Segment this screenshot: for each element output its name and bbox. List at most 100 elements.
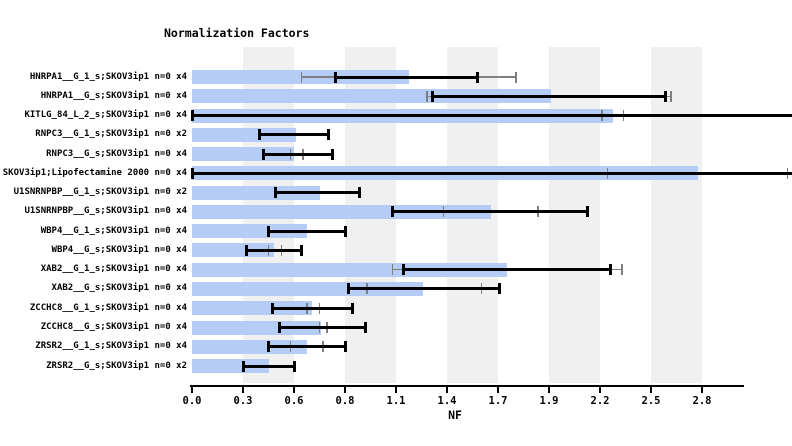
x-axis-tick-label: 2.5 bbox=[641, 395, 661, 407]
error-bar-primary-cap bbox=[277, 322, 281, 333]
bar bbox=[192, 70, 409, 84]
error-bar-primary-cap bbox=[498, 283, 502, 295]
x-axis-line bbox=[190, 385, 744, 387]
error-bar-primary-cap bbox=[401, 264, 405, 276]
x-axis-tick bbox=[395, 386, 397, 393]
error-bar-primary-cap bbox=[267, 341, 270, 353]
error-bar-primary-line bbox=[268, 229, 345, 233]
x-axis-tick bbox=[191, 386, 193, 393]
y-axis-label: XAB2__G_1_s;SKOV3ip1 n=0 x4 bbox=[40, 264, 187, 275]
error-bar-primary-cap bbox=[261, 148, 265, 160]
error-bar-primary-line bbox=[243, 364, 294, 368]
error-bar-primary-cap bbox=[334, 71, 338, 83]
error-bar-primary-line bbox=[259, 133, 329, 137]
y-axis-label: WBP4__G_s;SKOV3ip1 n=0 x4 bbox=[51, 244, 187, 255]
error-bar-primary-cap bbox=[343, 341, 347, 353]
x-axis-tick-label: 1.9 bbox=[539, 395, 559, 407]
error-bar-primary-cap bbox=[270, 302, 274, 314]
error-bar-primary-line bbox=[272, 306, 353, 310]
error-bar-primary-cap bbox=[190, 167, 194, 179]
x-axis-tick bbox=[650, 386, 652, 393]
bar bbox=[192, 301, 313, 316]
bar bbox=[192, 89, 551, 104]
error-bar-primary-line bbox=[403, 268, 611, 272]
error-bar-primary-cap bbox=[430, 90, 434, 102]
x-axis-tick-label: 0.0 bbox=[182, 395, 202, 407]
x-axis-tick bbox=[497, 386, 499, 393]
error-bar-primary-line bbox=[192, 171, 792, 175]
error-bar-secondary-cap bbox=[391, 264, 394, 276]
error-bar-primary-line bbox=[348, 287, 500, 291]
x-axis-tick bbox=[548, 386, 550, 393]
error-bar-primary-cap bbox=[390, 206, 394, 218]
y-axis-label: XAB2__G_s;SKOV3ip1 n=0 x4 bbox=[51, 283, 187, 294]
y-axis-label: ZRSR2__G_1_s;SKOV3ip1 n=0 x4 bbox=[35, 341, 187, 352]
error-bar-primary-line bbox=[275, 191, 360, 195]
error-bar-primary-cap bbox=[343, 225, 347, 237]
error-bar-secondary-cap bbox=[426, 90, 428, 102]
x-axis-tick-label: 1.7 bbox=[488, 395, 508, 407]
error-bar-primary-line bbox=[268, 345, 345, 349]
error-bar-primary-cap bbox=[664, 90, 668, 102]
x-axis-title: NF bbox=[448, 408, 462, 422]
error-bar-primary-line bbox=[192, 114, 792, 118]
y-axis-label: ZCCHC8__G_1_s;SKOV3ip1 n=0 x4 bbox=[29, 302, 187, 313]
y-axis-label: ZRSR2__G_s;SKOV3ip1 n=0 x2 bbox=[46, 360, 187, 371]
x-axis-tick-label: 2.8 bbox=[692, 395, 712, 407]
error-bar-primary-line bbox=[392, 210, 588, 214]
bar bbox=[192, 204, 491, 219]
x-axis-tick-label: 0.8 bbox=[335, 395, 355, 407]
y-axis-label: HNRPA1__G_s;SKOV3ip1 n=0 x4 bbox=[40, 90, 187, 101]
error-bar-primary-cap bbox=[327, 129, 331, 141]
x-axis-tick bbox=[599, 386, 601, 393]
y-axis-label: ZCCHC8__G_s;SKOV3ip1 n=0 x4 bbox=[40, 322, 187, 332]
error-bar-primary-cap bbox=[609, 264, 613, 276]
error-bar-primary-line bbox=[335, 75, 478, 79]
error-bar-primary-cap bbox=[330, 148, 334, 160]
bar bbox=[192, 262, 508, 277]
x-axis-tick-label: 1.1 bbox=[386, 395, 406, 407]
error-bar-primary-cap bbox=[363, 322, 367, 333]
bar bbox=[192, 359, 269, 374]
error-bar-primary-cap bbox=[292, 360, 296, 372]
error-bar-primary-cap bbox=[347, 283, 351, 295]
bar bbox=[192, 320, 322, 335]
error-bar-primary-cap bbox=[245, 244, 249, 256]
error-bar-primary-cap bbox=[299, 244, 303, 256]
error-bar-secondary-cap bbox=[670, 90, 672, 102]
x-axis-tick-label: 0.3 bbox=[233, 395, 253, 407]
y-axis-label: WBP4__G_1_s;SKOV3ip1 n=0 x4 bbox=[40, 225, 187, 236]
y-axis-label: KITLG_84_L_2_s;SKOV3ip1 n=0 x4 bbox=[24, 110, 187, 121]
error-bar-primary-line bbox=[246, 248, 302, 252]
error-bar-secondary-cap bbox=[621, 264, 623, 276]
y-axis-label: HNRPA1__G_1_s;SKOV3ip1 n=0 x4 bbox=[29, 71, 187, 82]
x-axis-tick-label: 2.2 bbox=[590, 395, 610, 407]
error-bar-primary-cap bbox=[476, 71, 480, 83]
bar bbox=[192, 281, 424, 296]
chart-title: Normalization Factors bbox=[164, 26, 310, 40]
x-axis-tick bbox=[344, 386, 346, 393]
x-axis-tick bbox=[293, 386, 295, 393]
error-bar-secondary-cap bbox=[300, 71, 303, 83]
error-bar-primary-cap bbox=[190, 110, 194, 122]
error-bar-primary-cap bbox=[241, 360, 245, 372]
plot-background-band bbox=[549, 47, 600, 383]
y-axis-label: RNPC3__G_s;SKOV3ip1 n=0 x4 bbox=[46, 148, 187, 159]
error-bar-primary-cap bbox=[274, 187, 278, 199]
bar bbox=[192, 339, 307, 354]
x-axis-tick-label: 1.4 bbox=[437, 395, 457, 407]
error-bar-primary-cap bbox=[585, 206, 589, 218]
x-axis-tick bbox=[446, 386, 448, 393]
x-axis-tick bbox=[701, 386, 703, 393]
x-axis-tick bbox=[242, 386, 244, 393]
bar bbox=[192, 224, 307, 239]
error-bar-primary-cap bbox=[358, 187, 362, 199]
error-bar-primary-line bbox=[263, 152, 333, 156]
error-bar-primary-cap bbox=[257, 129, 261, 141]
y-axis-label: U1SNRNPBP__G_s;SKOV3ip1 n=0 x4 bbox=[24, 206, 187, 217]
bar bbox=[192, 127, 296, 142]
bar bbox=[192, 243, 274, 258]
x-axis-tick-label: 0.6 bbox=[284, 395, 304, 407]
error-bar-primary-line bbox=[279, 326, 366, 329]
